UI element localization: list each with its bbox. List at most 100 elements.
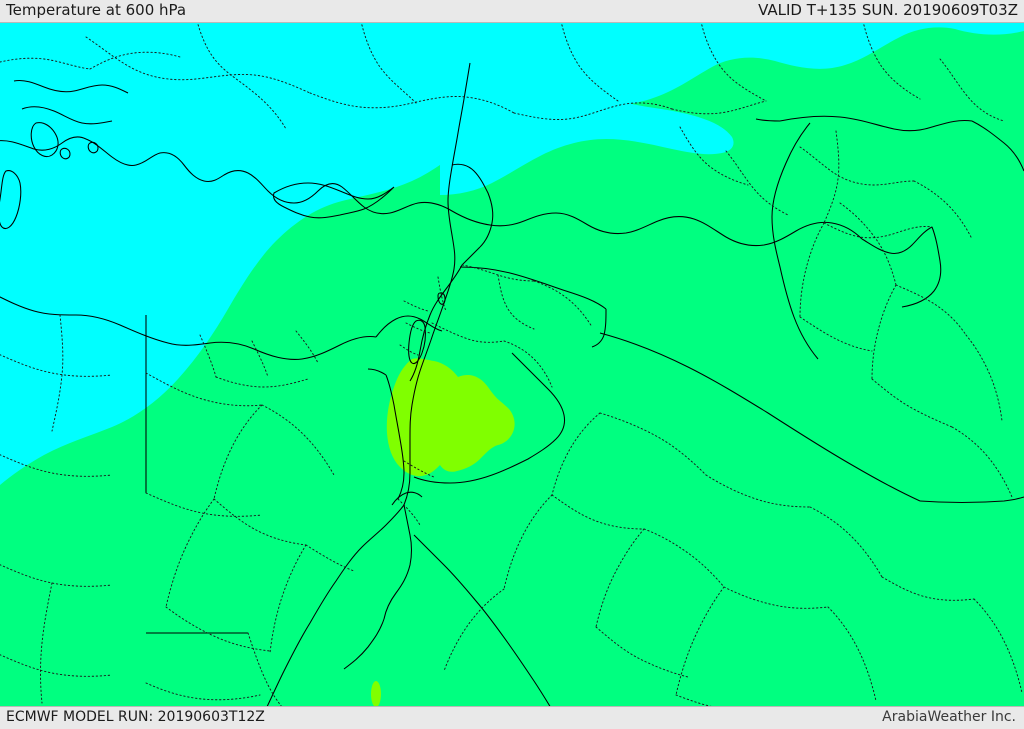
temperature-band-cool-lobe (505, 23, 800, 58)
admin-saudi-15 (973, 598, 1023, 694)
island-small-2 (87, 141, 99, 154)
valid-time-label: VALID T+135 SUN. 20190609T03Z (758, 1, 1018, 19)
admin-egypt-sinai-1 (403, 460, 435, 478)
admin-egypt-delta-2 (251, 340, 269, 378)
admin-libya-2 (0, 454, 113, 477)
border-israel-jordan-north (461, 246, 481, 266)
admin-libya-5 (0, 654, 113, 677)
admin-iraq-7 (951, 426, 1013, 498)
admin-israel-1 (403, 300, 429, 312)
border-syria-turkey-west (755, 118, 781, 122)
forecast-map[interactable] (0, 22, 1024, 707)
admin-levant-2 (497, 274, 535, 330)
border-turkey-iraq (971, 120, 1024, 172)
admin-egypt-delta-3 (199, 334, 217, 378)
provider-credit: ArabiaWeather Inc. (882, 709, 1016, 725)
border-egypt-gaza (367, 368, 387, 376)
admin-egypt-1 (145, 372, 263, 407)
border-israel-jordan (409, 264, 463, 382)
border-jordan-saudi (919, 496, 1024, 504)
coastline-suez-head (391, 491, 423, 506)
border-israel-egypt (385, 374, 405, 500)
page-title: Temperature at 600 hPa (6, 1, 187, 19)
admin-saudi-3 (551, 412, 601, 496)
island-karpathos (0, 170, 22, 230)
dead-sea (408, 319, 426, 364)
border-syria-iraq (771, 122, 819, 360)
admin-egypt-5 (145, 492, 263, 517)
coastline-suez-west (266, 504, 405, 706)
admin-turkey-10 (939, 58, 1005, 122)
admin-levant-3 (533, 280, 593, 328)
border-jordan-saudi-sw (413, 352, 566, 484)
admin-saudi-10 (443, 588, 505, 672)
temperature-band-cool-lobe-2 (440, 63, 734, 195)
border-jordan-iraq (591, 308, 607, 348)
coastline-sinai-south (343, 618, 385, 670)
admin-turkey-8 (700, 23, 767, 102)
admin-egypt-2 (261, 404, 335, 476)
admin-iraq-3 (871, 284, 897, 380)
admin-turkey-5 (513, 102, 673, 120)
admin-egypt-sinai-2 (397, 498, 421, 526)
temperature-band-cool (0, 23, 1024, 485)
coastline-aqaba (383, 504, 413, 620)
admin-saudi-7 (809, 506, 883, 578)
admin-egypt-3 (213, 404, 263, 500)
admin-syria-3 (913, 180, 973, 240)
admin-saudi-13 (675, 586, 725, 696)
admin-syria-2 (823, 130, 840, 224)
map-canvas[interactable] (0, 23, 1024, 707)
admin-iraq-5 (965, 334, 1003, 422)
admin-jordan-3 (437, 276, 447, 312)
admin-saudi-2 (705, 474, 811, 508)
footer-bar: ECMWF MODEL RUN: 20190603T12Z ArabiaWeat… (0, 707, 1024, 729)
admin-saudi-16 (675, 694, 712, 706)
island-chain-aegean-2 (21, 106, 113, 125)
admin-sudan-2 (145, 682, 261, 701)
island-rhodes (30, 122, 59, 158)
coastline-red-sea-east (413, 534, 551, 706)
admin-turkey-9 (862, 23, 921, 100)
coastline-cyprus (273, 182, 395, 219)
admin-aegean-2 (89, 51, 181, 70)
admin-saudi-12 (595, 626, 689, 678)
admin-turkey-7 (671, 100, 767, 115)
admin-saudi-14 (827, 606, 877, 702)
island-small-1 (59, 147, 71, 160)
admin-turkey-3 (309, 92, 515, 114)
admin-saudi-8 (881, 576, 975, 601)
admin-syria-4 (823, 222, 933, 239)
admin-iraq-2 (895, 284, 967, 336)
admin-turkey-1 (85, 36, 311, 94)
coastline-turkey-south (0, 136, 863, 247)
admin-syria-6 (725, 150, 789, 216)
admin-turkey-4 (360, 23, 417, 104)
admin-egypt-9 (305, 544, 355, 572)
border-iraq-saudi (599, 332, 921, 502)
border-jordan-north (459, 266, 607, 310)
admin-israel-2 (405, 322, 431, 334)
admin-egypt-8 (269, 544, 307, 654)
admin-aegean-1 (0, 57, 91, 70)
admin-iraq-6 (871, 378, 953, 428)
admin-saudi-9 (503, 494, 553, 590)
coastline-egypt-north (0, 296, 377, 360)
coastline-nile-delta (375, 315, 443, 338)
border-turkey-syria (779, 115, 973, 132)
admin-syria-5 (799, 222, 825, 318)
admin-turkey-6 (560, 23, 619, 102)
admin-turkey-2 (197, 23, 287, 130)
admin-libya-1 (0, 354, 113, 377)
coastline-iskenderun (861, 226, 933, 255)
admin-syria-1 (799, 146, 915, 186)
coastline-levant (901, 226, 942, 308)
border-lebanon-syria (451, 163, 494, 248)
admin-syria-7 (679, 126, 749, 186)
admin-libya-6 (40, 582, 53, 704)
coastline-levant-2 (403, 62, 471, 506)
admin-egypt-7 (165, 606, 271, 652)
sea-of-galilee (437, 292, 446, 305)
admin-iraq-4 (799, 316, 873, 352)
